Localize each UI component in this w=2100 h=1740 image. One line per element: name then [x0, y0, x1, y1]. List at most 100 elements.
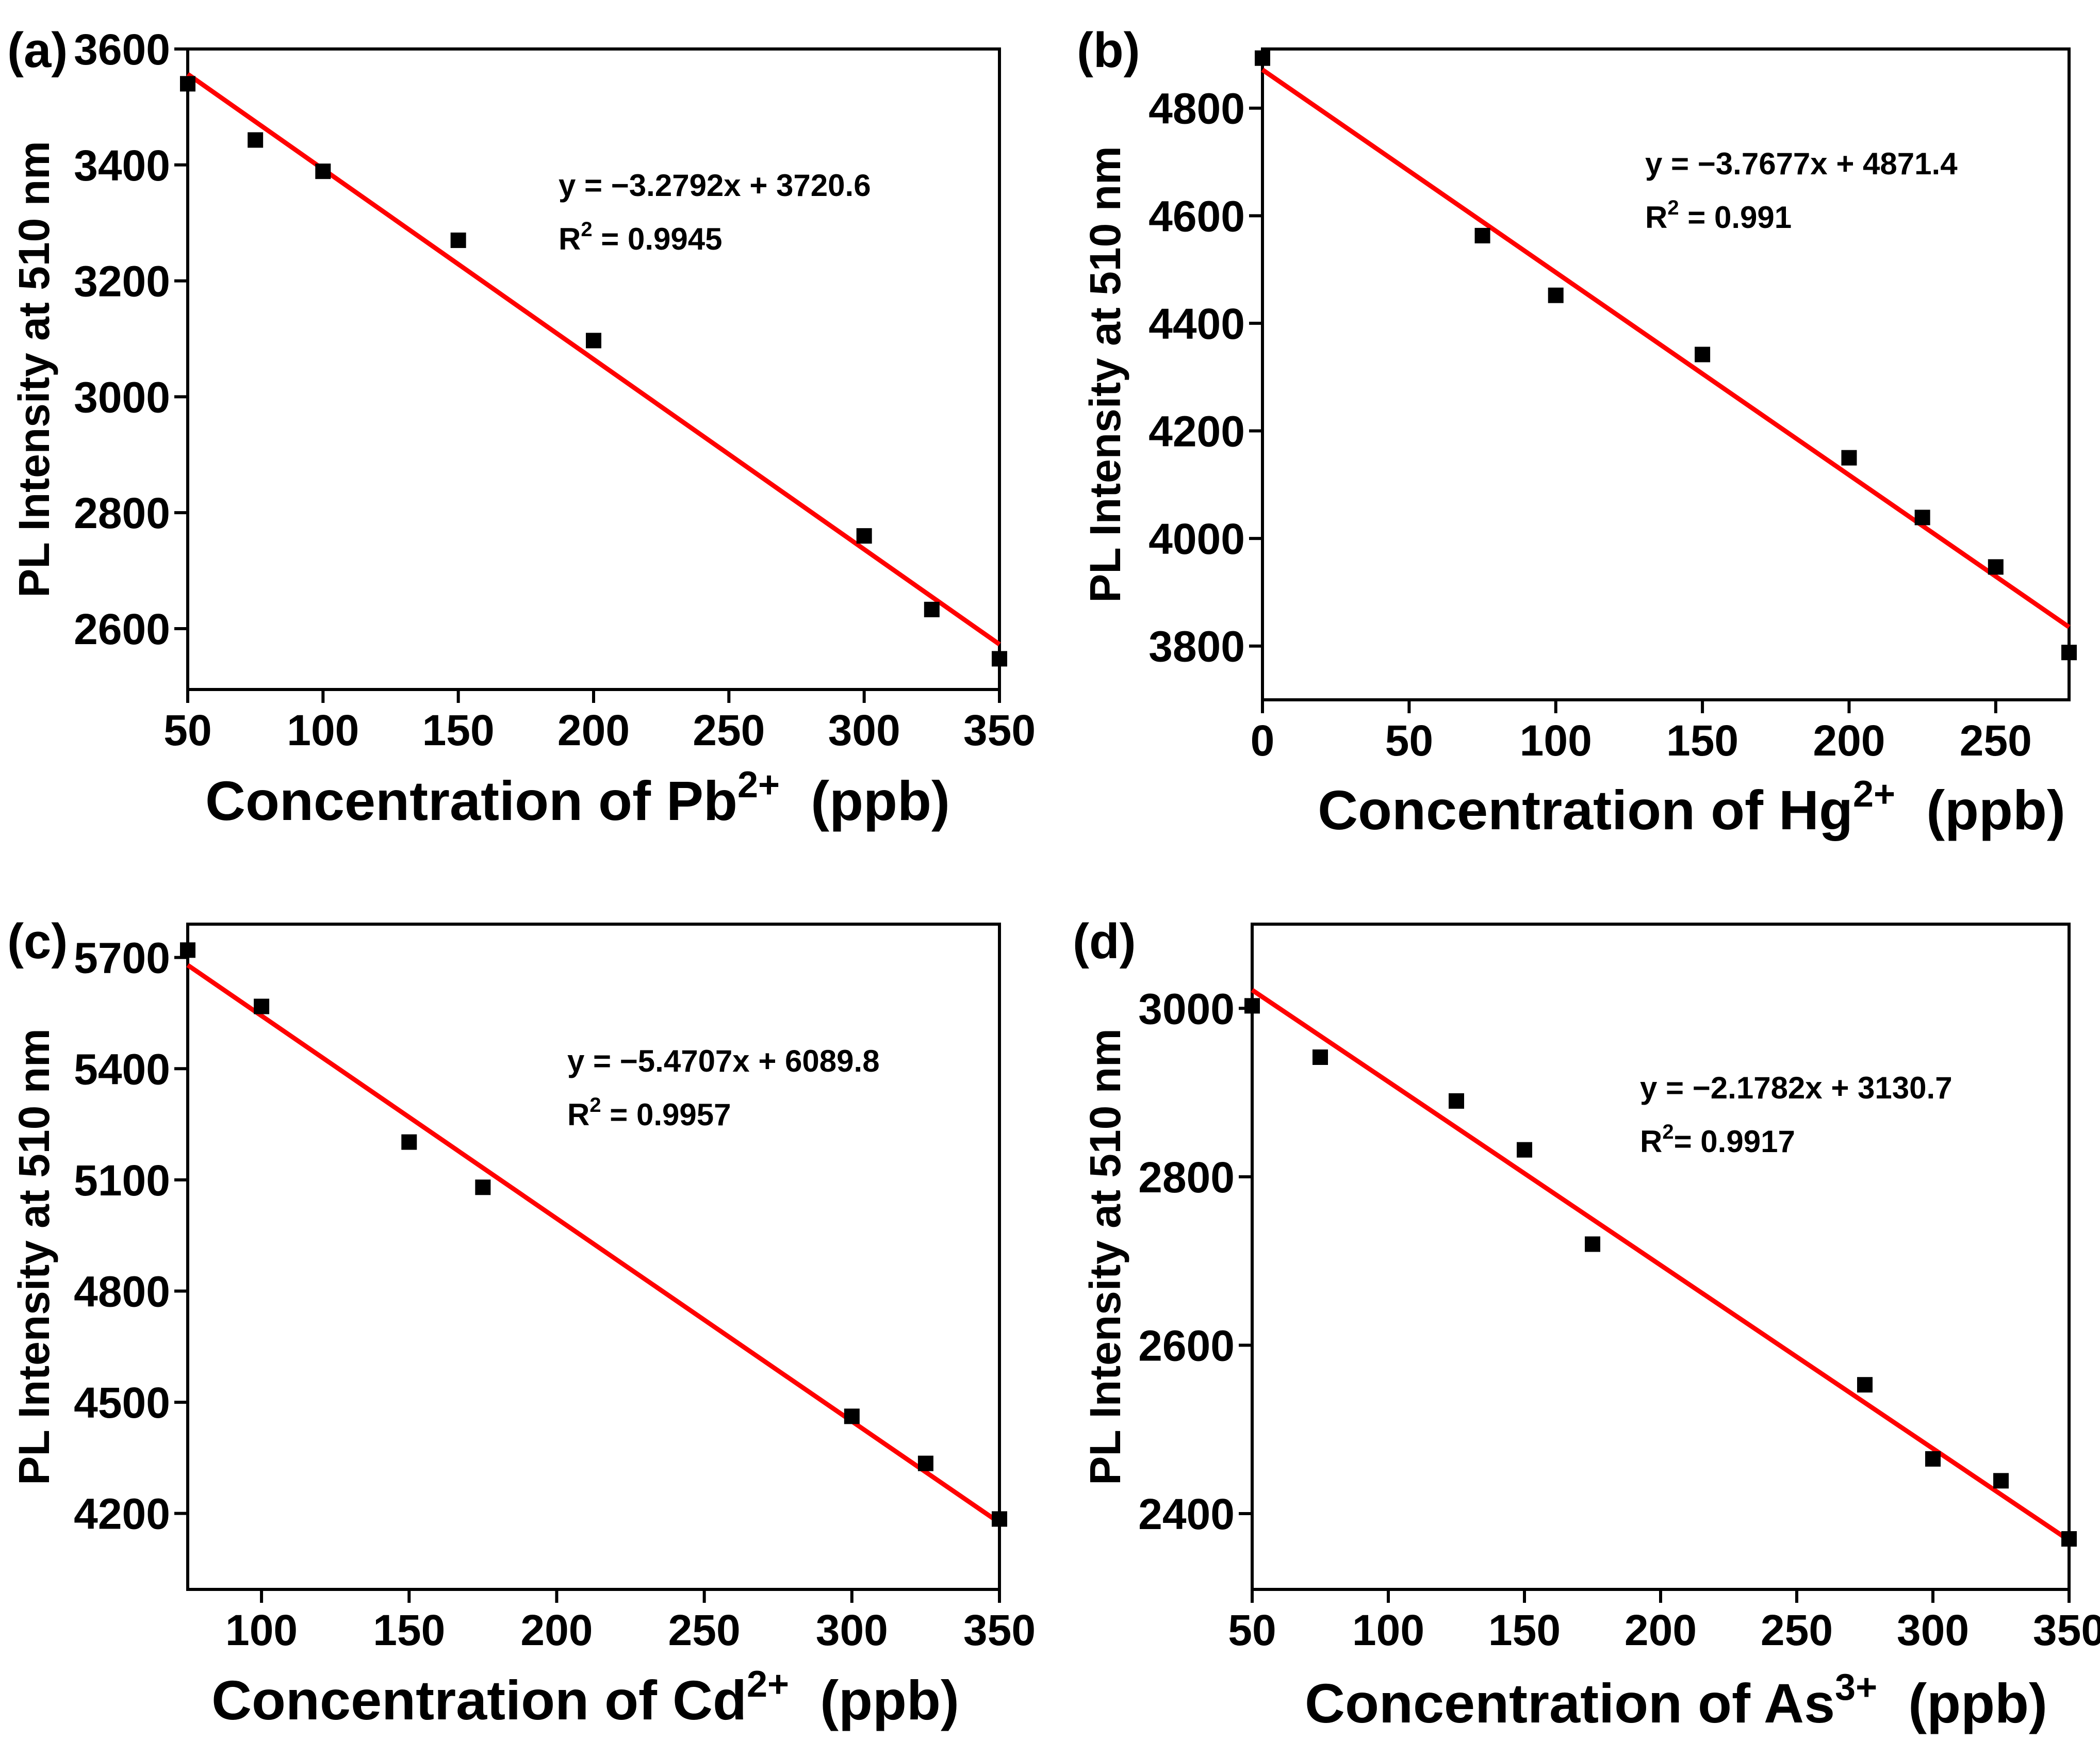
x-tick-label: 200 [1625, 1606, 1697, 1654]
chart-panel-1: 50 100 150 200 250 300 350 2600 2800 3000 3200 3400… [7, 23, 1036, 832]
data-point [2061, 645, 2077, 661]
x-tick-label: 100 [1352, 1606, 1424, 1654]
x-tick-label: 100 [1520, 716, 1592, 765]
y-tick-label: 3600 [74, 25, 170, 74]
x-tick-label: 200 [520, 1606, 593, 1654]
x-tick-label: 150 [373, 1606, 445, 1654]
data-point [180, 942, 195, 958]
r-squared: R2 = 0.991 [1645, 196, 1792, 235]
r-squared: R2 = 0.9945 [559, 218, 723, 256]
y-tick-label: 3800 [1149, 622, 1245, 671]
data-point [917, 1455, 933, 1471]
chart-panel-2: 0 50 100 150 200 250 3800 4000 4200 4400 4600 4800 y… [1077, 23, 2077, 841]
x-tick-label: 250 [1960, 716, 2032, 765]
data-point [2061, 1531, 2077, 1547]
data-point [856, 528, 872, 544]
x-axis-label: Concentration of As3+ (ppb) [1305, 1667, 2047, 1734]
data-point [1988, 559, 2004, 575]
y-tick-label: 2600 [74, 605, 170, 653]
data-point [1585, 1236, 1600, 1252]
x-tick-label: 50 [1385, 716, 1433, 765]
x-tick-label: 200 [557, 706, 630, 754]
data-point [1857, 1377, 1873, 1393]
data-point [1312, 1049, 1328, 1065]
data-point [1695, 347, 1711, 363]
y-tick-label: 4200 [1149, 407, 1245, 456]
panel-label: (c) [7, 914, 68, 969]
data-point [1925, 1451, 1941, 1467]
y-axis-label: PL Intensity at 510 nm [1081, 1028, 1129, 1485]
panel-label: (d) [1073, 914, 1136, 969]
plot-frame [1261, 47, 2071, 701]
fit-equation: y = −3.2792x + 3720.6 [559, 168, 871, 203]
x-tick-label: 200 [1813, 716, 1885, 765]
x-tick-label: 100 [225, 1606, 298, 1654]
panel-label: (b) [1077, 23, 1140, 78]
data-point [1517, 1142, 1532, 1158]
data-point [1841, 450, 1857, 466]
x-tick-label: 150 [1488, 1606, 1561, 1654]
x-tick-label: 350 [963, 706, 1036, 754]
data-point [315, 163, 331, 179]
data-point [475, 1179, 491, 1195]
x-tick-label: 350 [2033, 1606, 2100, 1654]
plot-frame [1251, 923, 2071, 1591]
y-tick-label: 5400 [74, 1045, 170, 1093]
x-tick-label: 300 [816, 1606, 888, 1654]
data-point [844, 1408, 860, 1424]
y-tick-label: 2400 [1138, 1490, 1235, 1538]
x-axis-label: Concentration of Cd2+ (ppb) [211, 1664, 959, 1731]
data-point [1548, 287, 1564, 303]
y-tick-label: 3000 [1138, 984, 1235, 1033]
fit-equation: y = −2.1782x + 3130.7 [1640, 1071, 1953, 1105]
data-point [254, 998, 270, 1014]
x-tick-label: 0 [1251, 716, 1275, 765]
x-axis-label: Concentration of Hg2+ (ppb) [1318, 774, 2065, 841]
r-squared: R2 = 0.9957 [567, 1094, 731, 1132]
data-point [1993, 1473, 2009, 1489]
chart-panel-4: 50 100 150 200 250 300 350 2400 2600 2800 3000 y = … [1073, 914, 2100, 1734]
x-tick-label: 150 [1666, 716, 1738, 765]
plot-frame [186, 47, 1001, 691]
x-tick-label: 350 [963, 1606, 1036, 1654]
y-tick-label: 2600 [1138, 1321, 1235, 1370]
data-point [586, 333, 601, 349]
data-point [180, 76, 195, 92]
data-point [450, 232, 466, 248]
x-tick-label: 250 [1761, 1606, 1833, 1654]
data-point [1244, 998, 1260, 1014]
data-point [1449, 1093, 1464, 1109]
data-point [924, 601, 940, 617]
x-tick-label: 300 [1897, 1606, 1969, 1654]
x-tick-label: 50 [163, 706, 211, 754]
y-tick-label: 4800 [1149, 85, 1245, 133]
y-tick-label: 5700 [74, 934, 170, 982]
y-tick-label: 4000 [1149, 515, 1245, 563]
y-tick-label: 4800 [74, 1267, 170, 1316]
fit-line [1261, 68, 2071, 629]
fit-equation: y = −5.4707x + 6089.8 [567, 1044, 880, 1078]
y-axis-label: PL Intensity at 510 nm [10, 1028, 58, 1485]
plot-frame [186, 923, 1001, 1591]
y-tick-label: 3200 [74, 257, 170, 306]
data-point [992, 651, 1007, 667]
y-tick-label: 3000 [74, 373, 170, 421]
y-axis-label: PL Intensity at 510 nm [1081, 146, 1129, 602]
y-tick-label: 4600 [1149, 192, 1245, 240]
x-tick-label: 300 [828, 706, 900, 754]
x-tick-label: 250 [668, 1606, 741, 1654]
chart-panel-3: 100 150 200 250 300 350 4200 4500 4800 5100 5400 57… [7, 914, 1036, 1731]
fit-equation: y = −3.7677x + 4871.4 [1645, 146, 1958, 181]
data-point [401, 1134, 417, 1150]
y-tick-label: 4500 [74, 1378, 170, 1427]
x-tick-label: 250 [693, 706, 765, 754]
y-tick-label: 2800 [1138, 1153, 1235, 1202]
x-tick-label: 100 [287, 706, 359, 754]
fit-line [1251, 988, 2071, 1542]
fit-line [186, 963, 1001, 1525]
x-tick-label: 150 [422, 706, 495, 754]
y-tick-label: 2800 [74, 489, 170, 537]
panel-label: (a) [7, 23, 68, 78]
y-tick-label: 5100 [74, 1156, 170, 1205]
